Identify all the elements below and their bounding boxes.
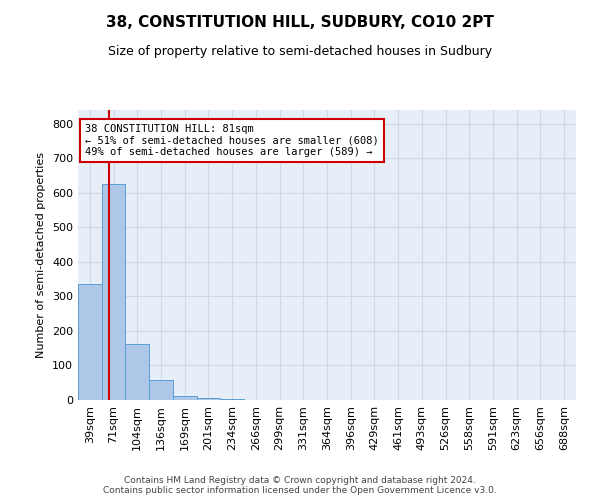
Text: 38, CONSTITUTION HILL, SUDBURY, CO10 2PT: 38, CONSTITUTION HILL, SUDBURY, CO10 2PT <box>106 15 494 30</box>
Bar <box>78 284 102 400</box>
Bar <box>125 344 149 400</box>
Bar <box>173 396 197 400</box>
Text: 38 CONSTITUTION HILL: 81sqm
← 51% of semi-detached houses are smaller (608)
49% : 38 CONSTITUTION HILL: 81sqm ← 51% of sem… <box>85 124 379 157</box>
Bar <box>149 380 173 400</box>
Text: Contains HM Land Registry data © Crown copyright and database right 2024.
Contai: Contains HM Land Registry data © Crown c… <box>103 476 497 495</box>
Text: Size of property relative to semi-detached houses in Sudbury: Size of property relative to semi-detach… <box>108 45 492 58</box>
Bar <box>220 399 244 400</box>
Bar <box>102 184 125 400</box>
Bar <box>197 398 220 400</box>
Y-axis label: Number of semi-detached properties: Number of semi-detached properties <box>37 152 46 358</box>
